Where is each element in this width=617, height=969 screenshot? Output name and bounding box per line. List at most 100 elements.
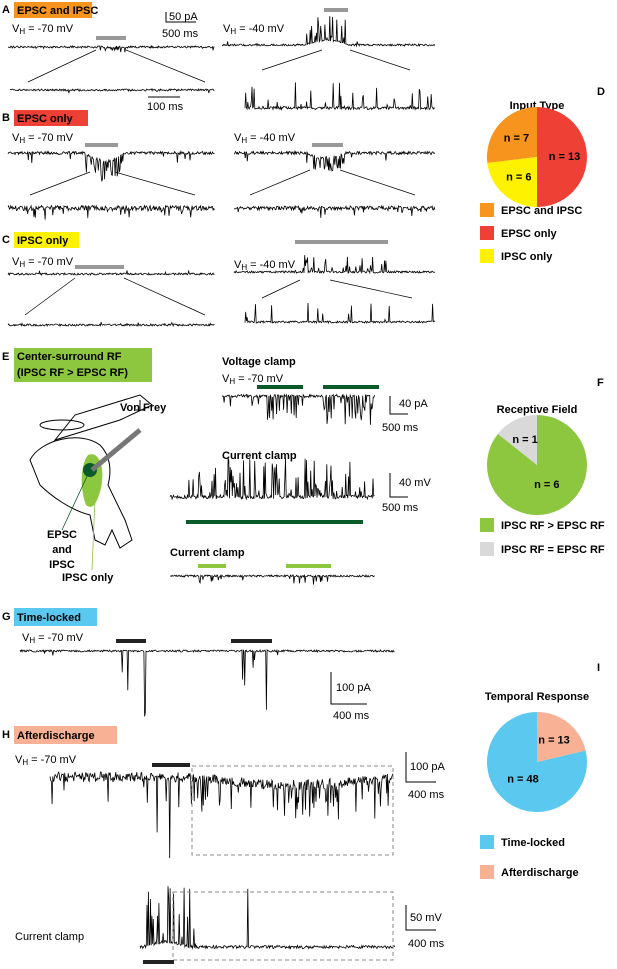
holding-potential: VH = -40 mV xyxy=(234,132,296,145)
trace xyxy=(244,302,435,325)
vh-subscript: H xyxy=(230,27,236,36)
site-label: IPSC only xyxy=(62,572,114,584)
trace xyxy=(169,457,375,501)
holding-potential: VH = -70 mV xyxy=(15,754,77,767)
scale-label: 40 mV xyxy=(399,477,431,489)
vh-symbol: V xyxy=(234,259,242,271)
panel-letter: D xyxy=(597,86,605,98)
scale-label: 100 pA xyxy=(410,761,446,773)
zoom-line xyxy=(329,279,413,299)
zoom-line xyxy=(261,49,323,71)
slice-label: n = 1 xyxy=(512,434,537,446)
scale-label: 500 ms xyxy=(162,28,199,40)
vh-value: = -40 mV xyxy=(250,259,296,271)
scale-bar xyxy=(330,672,367,705)
trace xyxy=(7,321,215,328)
vh-value: = -70 mV xyxy=(28,132,74,144)
zoom-line xyxy=(123,277,206,316)
trace xyxy=(9,88,215,94)
legend-label: IPSC RF = EPSC RF xyxy=(501,544,605,556)
chart-title: Receptive Field xyxy=(497,404,578,416)
legend-swatch xyxy=(480,518,494,532)
pie-slice xyxy=(486,415,587,515)
legend-label: Time-locked xyxy=(501,837,565,849)
chart-title: Input Type xyxy=(510,100,565,112)
holding-potential: VH = -70 mV xyxy=(12,23,74,36)
holding-potential: VH = -70 mV xyxy=(222,373,284,386)
pie-slice xyxy=(487,107,538,164)
site-label: EPSC xyxy=(47,529,77,541)
rf-cartoon xyxy=(29,394,153,571)
panel-label-box xyxy=(14,348,152,382)
scale-label: 50 pA xyxy=(169,11,198,23)
panel-label-box xyxy=(14,232,79,248)
panel-label-box xyxy=(14,608,97,626)
pie-slice xyxy=(487,157,537,207)
vh-subscript: H xyxy=(22,758,28,767)
legend-label: IPSC only xyxy=(501,251,553,263)
vh-subscript: H xyxy=(241,136,247,145)
zoom-line xyxy=(125,49,206,83)
panel-label-box xyxy=(14,726,117,744)
slice-label: n = 48 xyxy=(507,774,539,786)
legend-label: IPSC RF > EPSC RF xyxy=(501,520,605,532)
vh-subscript: H xyxy=(19,27,25,36)
trace-label: Current clamp xyxy=(15,931,84,943)
zoom-line xyxy=(24,277,76,316)
vh-value: = -40 mV xyxy=(239,23,285,35)
scale-label: 400 ms xyxy=(408,789,445,801)
vh-value: = -70 mV xyxy=(38,632,84,644)
holding-potential: VH = -70 mV xyxy=(12,256,74,269)
trace xyxy=(7,204,215,220)
panel-letter: H xyxy=(2,729,10,741)
legend-swatch xyxy=(480,865,494,879)
vh-symbol: V xyxy=(12,23,20,35)
probe-label: Von Frey xyxy=(120,402,167,414)
zoom-line xyxy=(339,169,416,196)
pie-slice xyxy=(536,107,587,208)
scale-label: 400 ms xyxy=(333,710,370,722)
vh-subscript: H xyxy=(241,263,247,272)
scale-label: 500 ms xyxy=(382,422,419,434)
site-label: and xyxy=(52,544,72,556)
vh-symbol: V xyxy=(12,256,20,268)
panel-label: EPSC and IPSC xyxy=(17,5,98,17)
panel-label: Center-surround RF xyxy=(17,351,122,363)
zoom-line xyxy=(29,171,91,196)
chart-title: Temporal Response xyxy=(485,691,589,703)
holding-potential: VH = -70 mV xyxy=(22,632,84,645)
trace-label: Voltage clamp xyxy=(222,356,296,368)
legend-label: Afterdischarge xyxy=(501,867,579,879)
panel-label-box xyxy=(14,110,88,126)
vh-value: = -70 mV xyxy=(31,754,77,766)
trace xyxy=(169,573,375,585)
site-label: IPSC xyxy=(49,559,75,571)
panel-label: EPSC only xyxy=(17,113,74,125)
vh-symbol: V xyxy=(22,632,30,644)
scale-label: 100 ms xyxy=(147,101,184,113)
panel-letter: C xyxy=(2,234,10,246)
panel-label: (IPSC RF > EPSC RF) xyxy=(17,367,128,379)
panel-label: Afterdischarge xyxy=(17,730,95,742)
zoom-box xyxy=(191,765,394,856)
scale-label: 40 pA xyxy=(399,398,428,410)
trace-label: Current clamp xyxy=(170,547,245,559)
trace xyxy=(7,150,215,182)
panel-letter: G xyxy=(2,611,11,623)
legend-label: EPSC and IPSC xyxy=(501,205,582,217)
holding-potential: VH = -40 mV xyxy=(234,259,296,272)
trace xyxy=(221,16,436,48)
trace xyxy=(7,270,215,276)
trace xyxy=(19,648,395,717)
vh-subscript: H xyxy=(19,260,25,269)
legend-label: EPSC only xyxy=(501,228,558,240)
pie-slice xyxy=(536,712,586,762)
panel-letter: A xyxy=(2,4,10,16)
trace xyxy=(49,771,394,859)
zoom-line xyxy=(349,49,411,71)
slice-label: n = 7 xyxy=(504,133,529,145)
scale-label: 50 mV xyxy=(410,912,442,924)
zoom-line xyxy=(114,171,196,196)
vh-symbol: V xyxy=(223,23,231,35)
